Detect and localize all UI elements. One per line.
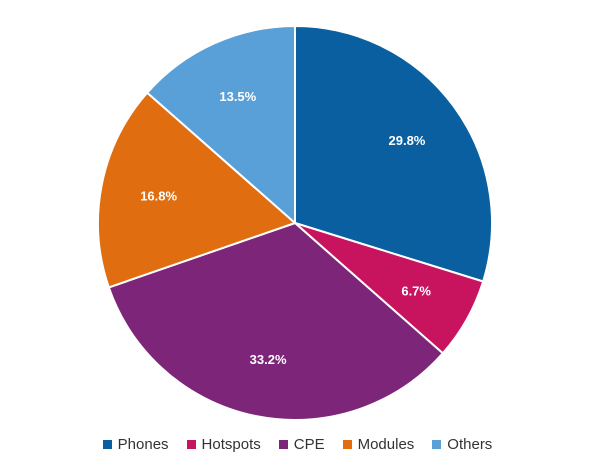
slice-label-modules: 16.8%: [140, 189, 177, 204]
slice-label-phones: 29.8%: [389, 133, 426, 148]
chart-legend: Phones Hotspots CPE Modules Others: [0, 436, 595, 453]
pie-slice-others: [146, 25, 296, 224]
legend-label: Others: [447, 436, 493, 453]
pie-slice-cpe: [107, 222, 444, 421]
legend-item-hotspots: Hotspots: [186, 436, 261, 453]
legend-swatch: [432, 440, 442, 449]
legend-label: CPE: [293, 436, 325, 453]
legend-label: Modules: [357, 436, 415, 453]
legend-item-phones: Phones: [102, 436, 169, 453]
slice-label-hotspots: 6.7%: [401, 284, 431, 299]
legend-swatch: [186, 440, 196, 449]
pie-slice-phones: [294, 25, 493, 283]
legend-item-modules: Modules: [342, 436, 415, 453]
slice-label-others: 13.5%: [219, 89, 256, 104]
legend-swatch: [278, 440, 288, 449]
slice-label-cpe: 33.2%: [250, 352, 287, 367]
legend-item-cpe: CPE: [278, 436, 325, 453]
legend-swatch: [342, 440, 352, 449]
legend-label: Phones: [117, 436, 169, 453]
legend-swatch: [102, 440, 112, 449]
pie-slice-modules: [97, 91, 296, 289]
legend-label: Hotspots: [201, 436, 261, 453]
legend-item-others: Others: [432, 436, 492, 453]
